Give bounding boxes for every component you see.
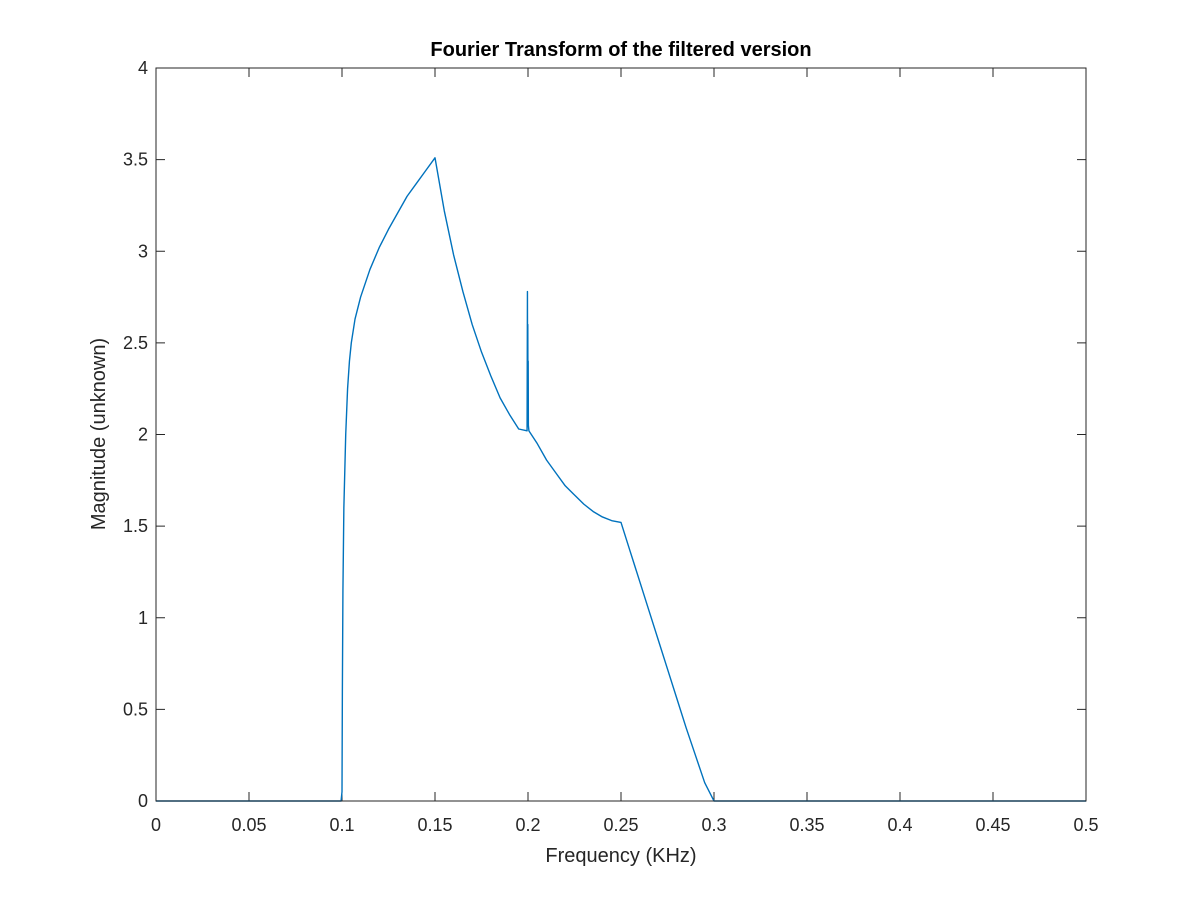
y-tick-label: 1.5: [123, 516, 148, 536]
x-tick-label: 0.1: [329, 815, 354, 835]
x-tick-label: 0.05: [231, 815, 266, 835]
x-tick-label: 0.35: [789, 815, 824, 835]
series-layer: [156, 157, 1086, 802]
x-tick-label: 0: [151, 815, 161, 835]
x-tick-label: 0.3: [701, 815, 726, 835]
chart-title: Fourier Transform of the filtered versio…: [430, 39, 811, 61]
x-tick-label: 0.2: [515, 815, 540, 835]
x-tick-label: 0.45: [975, 815, 1010, 835]
y-tick-label: 4: [138, 58, 148, 78]
x-tick-label: 0.15: [417, 815, 452, 835]
y-tick-label: 1: [138, 608, 148, 628]
x-tick-label: 0.5: [1073, 815, 1098, 835]
ticks: 0 0.05 0.1 0.15 0.2 0.25 0.3 0.35 0.4 0.45 0.5 0 0.5…: [123, 58, 1099, 835]
y-tick-label: 0.5: [123, 699, 148, 719]
x-tick-label: 0.25: [603, 815, 638, 835]
y-axis-label: Magnitude (unknown): [88, 338, 110, 530]
series-line: [156, 157, 1086, 802]
plot-background: [156, 68, 1086, 801]
plot-frame: [155, 67, 1087, 802]
x-axis-label: Frequency (KHz): [545, 845, 696, 867]
y-tick-label: 3.5: [123, 150, 148, 170]
y-tick-label: 2.5: [123, 333, 148, 353]
y-tick-label: 2: [138, 425, 148, 445]
y-tick-label: 3: [138, 241, 148, 261]
x-tick-label: 0.4: [887, 815, 912, 835]
y-tick-label: 0: [138, 791, 148, 811]
